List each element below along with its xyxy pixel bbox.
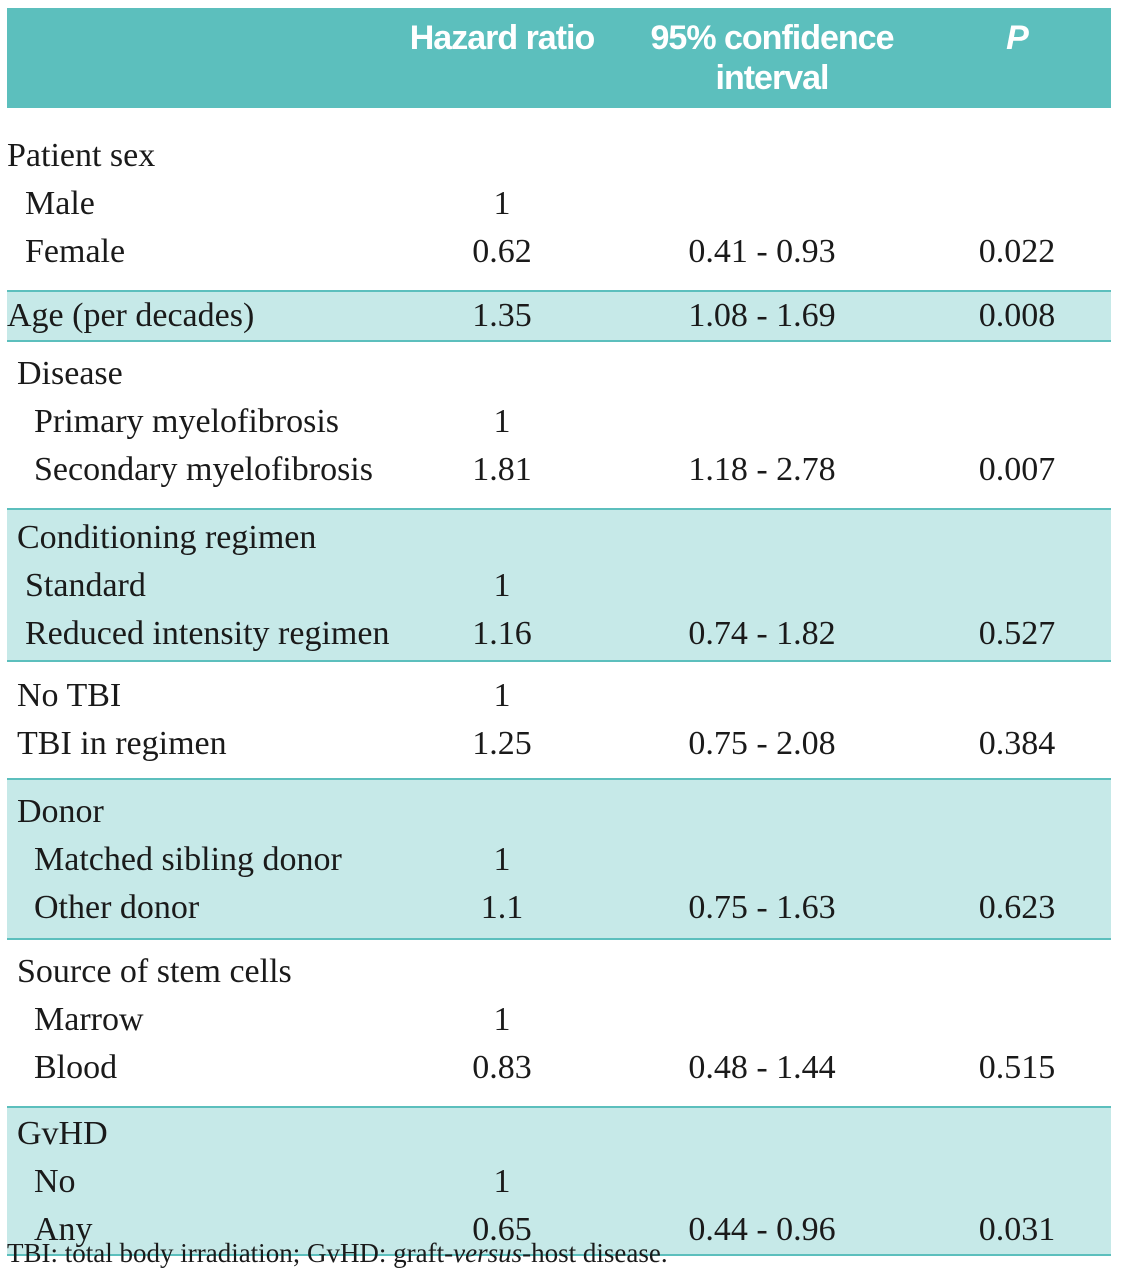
- row-label: Male: [25, 185, 95, 222]
- hazard-ratio-value: 0.83: [472, 1049, 532, 1086]
- table-row: Primary myelofibrosis 1: [7, 398, 1111, 446]
- confidence-interval-value: 0.41 - 0.93: [688, 233, 836, 270]
- p-value: 0.007: [978, 451, 1056, 488]
- p-value: 0.008: [978, 297, 1056, 334]
- confidence-interval-value: 0.75 - 1.63: [688, 889, 836, 926]
- row-label: No TBI: [17, 677, 122, 714]
- p-value: 0.623: [978, 889, 1056, 926]
- group-title-row: Conditioning regimen: [7, 514, 1111, 562]
- table-row: TBI in regimen 1.25 0.75 - 2.08 0.384: [7, 720, 1111, 768]
- header-hazard-ratio: Hazard ratio: [409, 19, 596, 57]
- table-row: Male 1: [7, 180, 1111, 228]
- row-label: No: [34, 1163, 76, 1200]
- group-source-of-stem-cells: Source of stem cells Marrow 1 Blood 0.83…: [7, 940, 1111, 1108]
- table-row: No TBI 1: [7, 672, 1111, 720]
- group-patient-sex: Patient sex Male 1 Female 0.62 0.41 - 0.…: [7, 108, 1111, 292]
- p-value: 0.384: [978, 725, 1056, 762]
- confidence-interval-value: 1.18 - 2.78: [688, 451, 836, 488]
- header-p-value: P: [1006, 19, 1029, 57]
- footnote-part2: versus: [453, 1238, 523, 1268]
- group-title: Donor: [17, 793, 104, 830]
- table-footnote: TBI: total body irradiation; GvHD: graft…: [7, 1236, 668, 1270]
- row-label: Reduced intensity regimen: [25, 615, 390, 652]
- row-label: Other donor: [34, 889, 200, 926]
- table-row: Reduced intensity regimen 1.16 0.74 - 1.…: [7, 610, 1111, 658]
- hazard-ratio-value: 1: [493, 567, 511, 604]
- group-tbi: No TBI 1 TBI in regimen 1.25 0.75 - 2.08…: [7, 662, 1111, 780]
- group-title-row: Source of stem cells: [7, 948, 1111, 996]
- hazard-ratio-value: 0.62: [472, 233, 532, 270]
- hazard-ratio-table: Hazard ratio 95% confidence interval P P…: [7, 8, 1111, 1256]
- hazard-ratio-value: 1.25: [472, 725, 532, 762]
- row-label: Primary myelofibrosis: [34, 403, 340, 440]
- header-confidence-interval: 95% confidence interval: [632, 18, 912, 98]
- hazard-ratio-value: 0.65: [472, 1211, 532, 1248]
- group-title: GvHD: [17, 1115, 108, 1152]
- group-title-row: GvHD: [7, 1110, 1111, 1158]
- table-row: Other donor 1.1 0.75 - 1.63 0.623: [7, 884, 1111, 932]
- row-label: Any: [34, 1211, 93, 1248]
- row-label: Marrow: [34, 1001, 144, 1038]
- hazard-ratio-value: 1.16: [472, 615, 532, 652]
- confidence-interval-value: 0.44 - 0.96: [688, 1211, 836, 1248]
- confidence-interval-value: 1.08 - 1.69: [688, 297, 836, 334]
- table-row: Marrow 1: [7, 996, 1111, 1044]
- hazard-ratio-value: 1.1: [480, 889, 524, 926]
- table-row: Age (per decades) 1.35 1.08 - 1.69 0.008: [7, 292, 1111, 340]
- table-row: Blood 0.83 0.48 - 1.44 0.515: [7, 1044, 1111, 1092]
- table-row: No 1: [7, 1158, 1111, 1206]
- header-ci-line1: 95% confidence: [650, 19, 895, 57]
- hazard-ratio-value: 1.81: [472, 451, 532, 488]
- row-label: Secondary myelofibrosis: [34, 451, 373, 488]
- hazard-ratio-value: 1: [493, 185, 511, 222]
- confidence-interval-value: 0.48 - 1.44: [688, 1049, 836, 1086]
- group-title-row: Donor: [7, 788, 1111, 836]
- footnote-part1: TBI: total body irradiation; GvHD: graft…: [7, 1238, 454, 1268]
- table-row: Standard 1: [7, 562, 1111, 610]
- table-header: Hazard ratio 95% confidence interval P: [7, 8, 1111, 108]
- header-ci-line2: interval: [715, 59, 830, 97]
- group-title: Disease: [17, 355, 123, 392]
- hazard-ratio-value: 1: [493, 403, 511, 440]
- row-label: TBI in regimen: [17, 725, 227, 762]
- table-row: Secondary myelofibrosis 1.81 1.18 - 2.78…: [7, 446, 1111, 494]
- group-title-row: Patient sex: [7, 132, 1111, 180]
- footnote-part3: -host disease.: [522, 1238, 668, 1268]
- group-title: Source of stem cells: [17, 953, 292, 990]
- row-label: Matched sibling donor: [34, 841, 342, 878]
- p-value: 0.515: [978, 1049, 1056, 1086]
- row-label: Age (per decades): [7, 297, 255, 334]
- group-donor: Donor Matched sibling donor 1 Other dono…: [7, 780, 1111, 940]
- hazard-ratio-value: 1: [493, 1001, 511, 1038]
- row-label: Blood: [34, 1049, 118, 1086]
- table-row: Female 0.62 0.41 - 0.93 0.022: [7, 228, 1111, 276]
- group-title: Patient sex: [7, 137, 156, 174]
- table-row: Any 0.65 0.44 - 0.96 0.031: [7, 1206, 1111, 1254]
- p-value: 0.527: [978, 615, 1056, 652]
- table-row: Matched sibling donor 1: [7, 836, 1111, 884]
- group-disease: Disease Primary myelofibrosis 1 Secondar…: [7, 342, 1111, 510]
- row-label: Standard: [25, 567, 146, 604]
- hazard-ratio-value: 1: [493, 1163, 511, 1200]
- hazard-ratio-value: 1: [493, 677, 511, 714]
- group-title: Conditioning regimen: [17, 519, 317, 556]
- p-value: 0.022: [978, 233, 1056, 270]
- group-age: Age (per decades) 1.35 1.08 - 1.69 0.008: [7, 292, 1111, 342]
- hazard-ratio-value: 1.35: [472, 297, 532, 334]
- group-conditioning-regimen: Conditioning regimen Standard 1 Reduced …: [7, 510, 1111, 662]
- confidence-interval-value: 0.75 - 2.08: [688, 725, 836, 762]
- p-value: 0.031: [978, 1211, 1056, 1248]
- row-label: Female: [25, 233, 126, 270]
- group-title-row: Disease: [7, 350, 1111, 398]
- hazard-ratio-value: 1: [493, 841, 511, 878]
- confidence-interval-value: 0.74 - 1.82: [688, 615, 836, 652]
- group-gvhd: GvHD No 1 Any 0.65 0.44 - 0.96 0.031: [7, 1108, 1111, 1256]
